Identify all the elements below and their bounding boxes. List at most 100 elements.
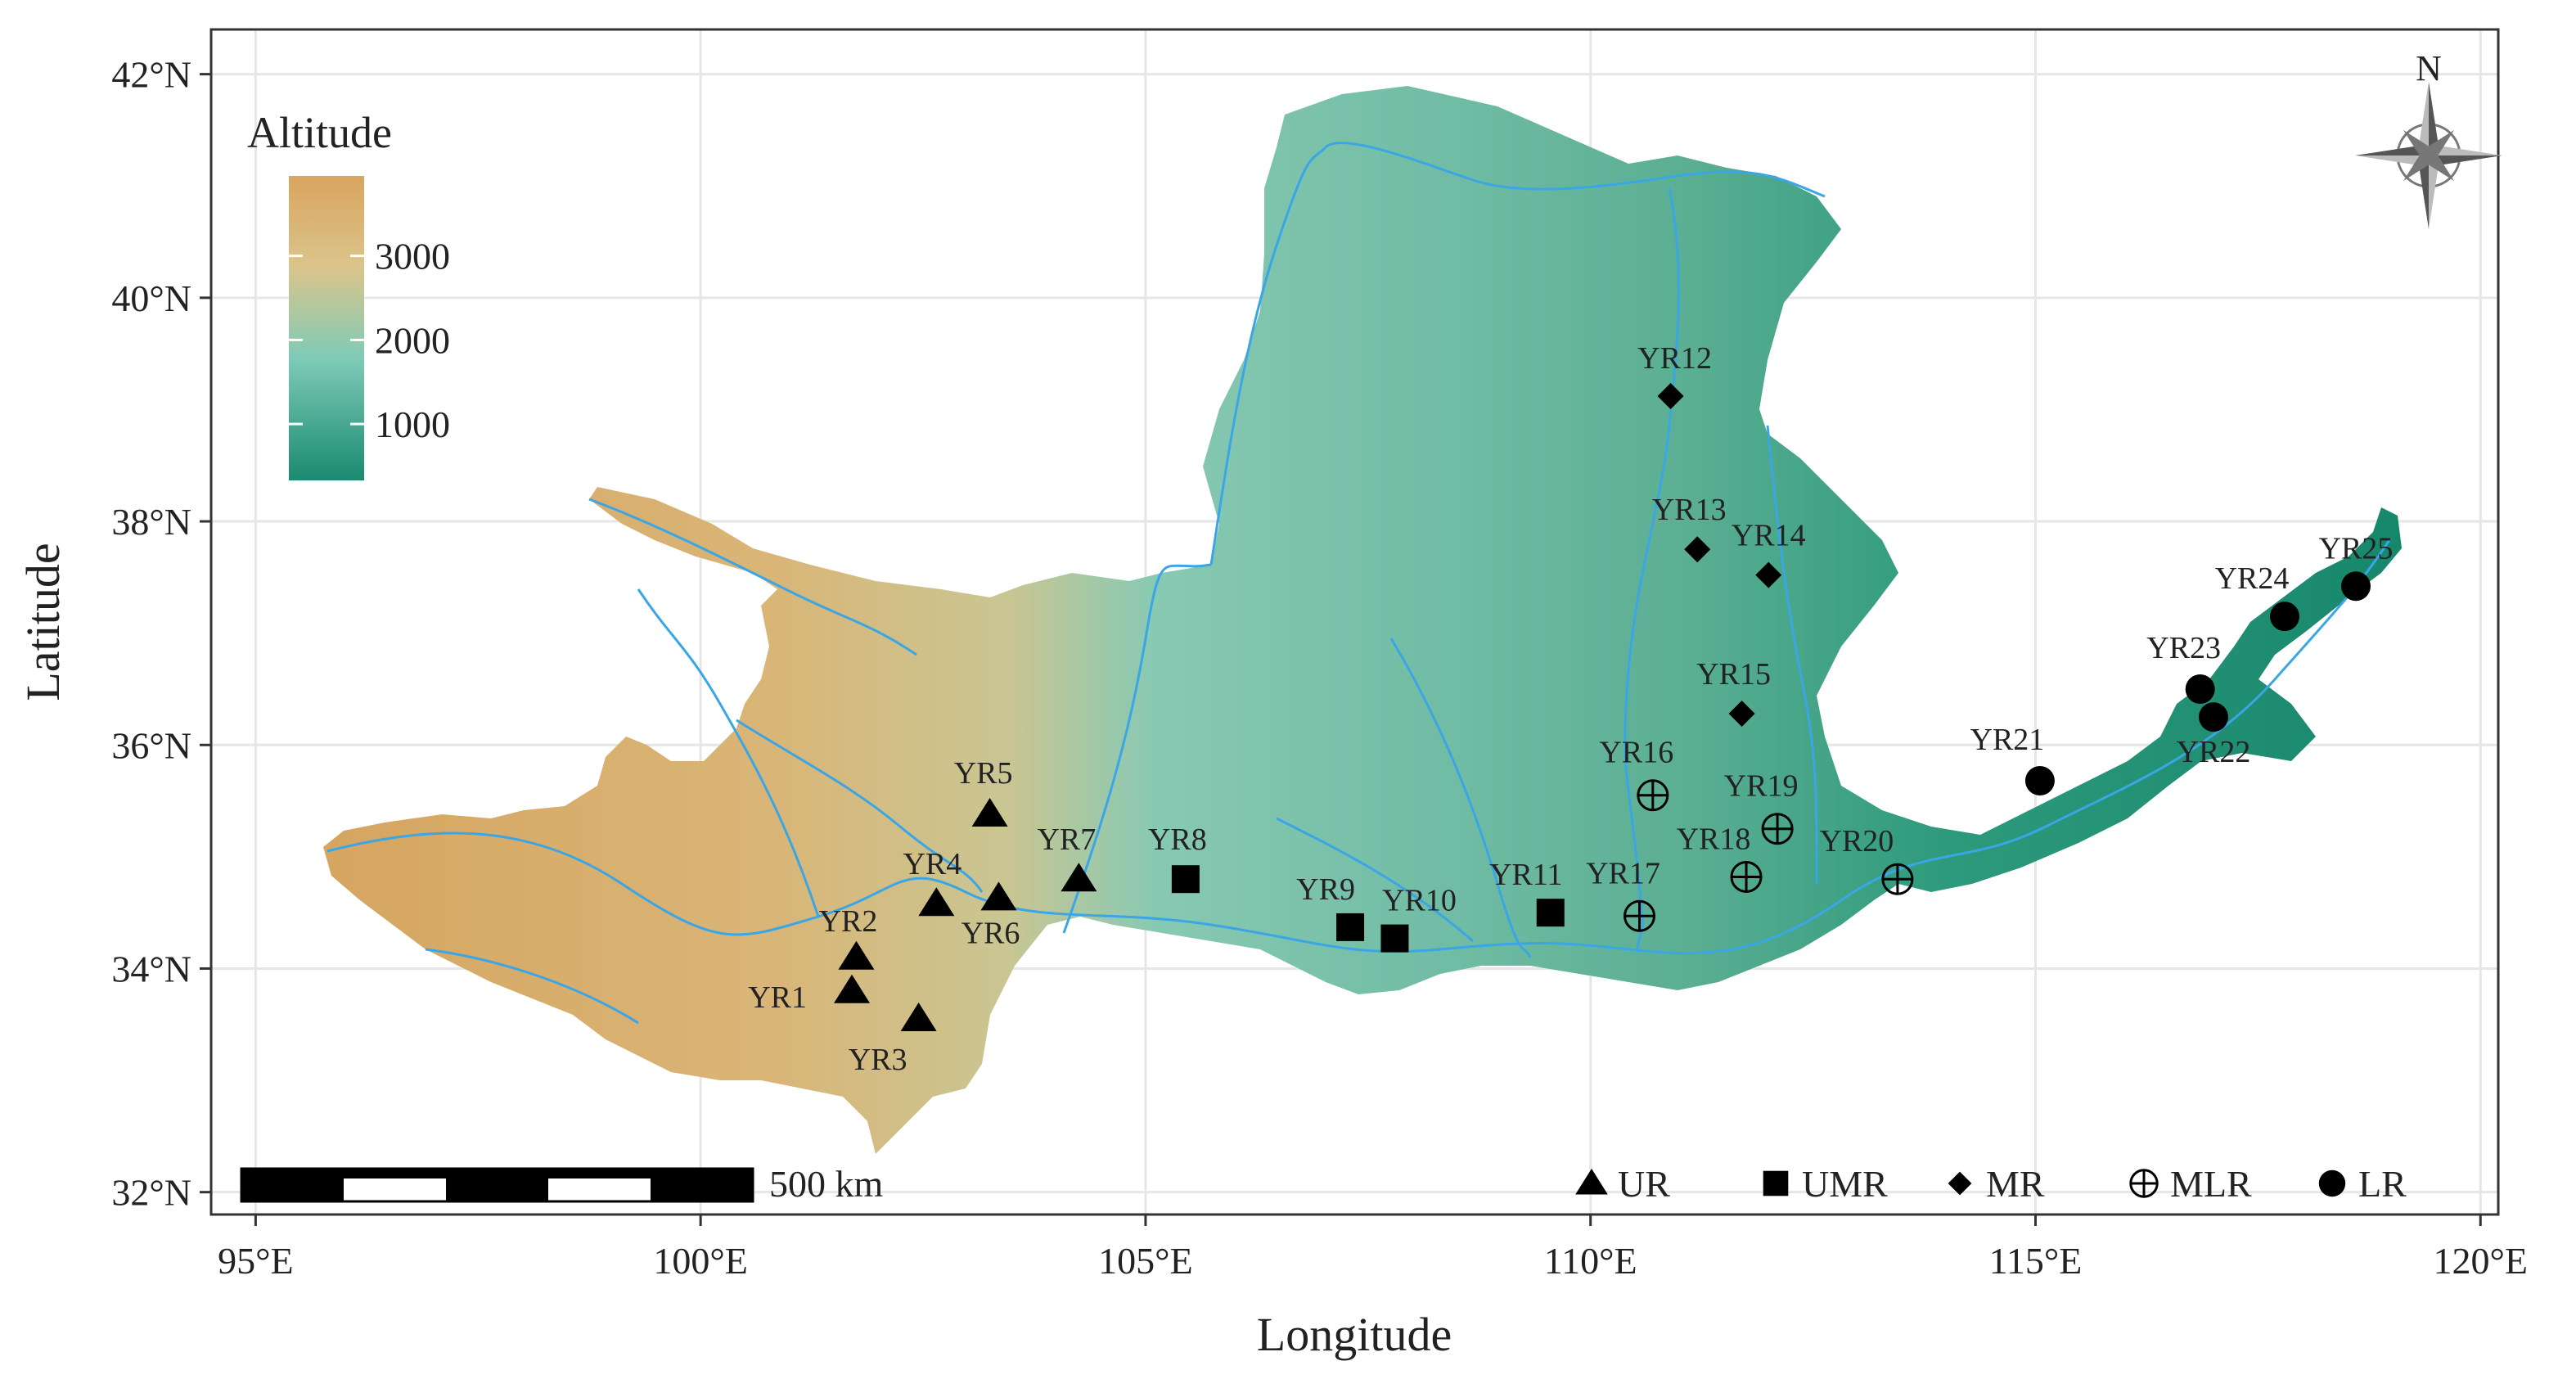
scale-bar-segment: [344, 1169, 446, 1178]
site-label: YR11: [1489, 858, 1562, 892]
sample-site-yr16: YR16: [1599, 736, 1673, 812]
x-tick-label: 95°E: [218, 1240, 294, 1282]
basin-area: [323, 86, 2402, 1154]
sample-site-yr22: YR22: [2177, 702, 2251, 769]
colorbar-label: 1000: [375, 403, 450, 445]
sample-site-yr18: YR18: [1677, 822, 1763, 893]
tributary: [1624, 187, 1681, 950]
compass-point: [2355, 146, 2429, 155]
axes: 95°E 100°E 105°E 110°E 115°E 120°E 32°N 34°N 36°…: [111, 54, 2528, 1282]
site-marker-mlr-icon: [1730, 860, 1763, 893]
sample-site-yr25: YR25: [2319, 531, 2393, 602]
sample-site-yr19: YR19: [1724, 769, 1799, 845]
scale-bar: 500 km: [240, 1163, 884, 1205]
site-marker-umr-icon: [1336, 913, 1365, 941]
site-marker-lr-icon: [2269, 602, 2299, 632]
compass-point: [2403, 129, 2455, 182]
compass-point: [2419, 82, 2429, 155]
site-label: YR1: [748, 980, 807, 1015]
site-marker-mlr-icon: [1881, 863, 1914, 895]
compass-point: [2429, 155, 2502, 165]
sample-site-yr5: YR5: [954, 756, 1013, 827]
site-label: YR2: [819, 904, 878, 939]
site-category-legend: UR UMR MR MLR LR: [1575, 1163, 2407, 1205]
site-marker-mlr-icon: [1761, 813, 1794, 845]
compass-point: [2419, 155, 2429, 229]
scale-bar-segment: [651, 1169, 753, 1201]
sample-site-yr20: YR20: [1820, 824, 1914, 895]
y-tick-label: 34°N: [111, 948, 191, 989]
site-label: YR17: [1586, 856, 1660, 890]
sample-site-yr6: YR6: [961, 881, 1020, 950]
site-marker-mr-icon: [1657, 383, 1684, 410]
sample-site-yr7: YR7: [1037, 822, 1097, 892]
site-marker-mlr-icon: [1637, 779, 1669, 812]
altitude-legend: Altitude 3000 2000 1000: [247, 108, 450, 480]
site-marker-ur-icon: [838, 940, 875, 970]
site-label: YR21: [1970, 723, 2045, 757]
legend-label-mlr: MLR: [2170, 1163, 2252, 1205]
sample-site-yr21: YR21: [1970, 723, 2055, 795]
sample-site-yr2: YR2: [819, 904, 878, 970]
sample-site-yr4: YR4: [903, 847, 961, 917]
altitude-legend-title: Altitude: [247, 108, 392, 157]
site-marker-umr-icon: [1536, 899, 1565, 927]
scale-bar-segment: [446, 1169, 548, 1201]
site-marker-umr-icon: [1380, 924, 1409, 953]
sample-site-yr10: YR10: [1380, 884, 1457, 953]
site-label: YR9: [1296, 872, 1355, 907]
compass-point: [2429, 155, 2439, 229]
sample-site-yr24: YR24: [2215, 561, 2299, 632]
sample-site-yr13: YR13: [1652, 493, 1727, 563]
compass-point: [2429, 146, 2502, 155]
legend-label-lr: LR: [2358, 1163, 2407, 1205]
colorbar-label: 3000: [375, 236, 450, 277]
tributary: [1766, 425, 1818, 885]
sample-site-yr23: YR23: [2146, 631, 2221, 704]
altitude-colorbar: [289, 176, 364, 480]
site-label: YR19: [1724, 769, 1799, 804]
site-marker-lr-icon: [2340, 571, 2371, 602]
tributary: [637, 588, 820, 917]
legend-marker-mlr-icon: [2129, 1169, 2159, 1198]
sample-site-yr17: YR17: [1586, 856, 1660, 932]
legend-marker-mr-icon: [1948, 1171, 1972, 1196]
site-marker-ur-icon: [971, 797, 1008, 827]
sample-site-yr8: YR8: [1148, 822, 1207, 894]
site-marker-lr-icon: [2185, 674, 2215, 704]
site-label: YR12: [1637, 341, 1712, 376]
y-tick-label: 40°N: [111, 277, 191, 319]
scale-bar-label: 500 km: [769, 1163, 884, 1205]
basin-polygon: [323, 86, 2402, 1154]
sample-sites: YR1 YR2 YR3 YR4 YR5 YR6 YR7 YR8 YR9 YR10 YR11 YR12 Y…: [748, 341, 2393, 1077]
legend-label-ur: UR: [1618, 1163, 1670, 1205]
legend-marker-ur-icon: [1575, 1169, 1608, 1195]
site-marker-umr-icon: [1171, 865, 1200, 894]
y-tick-label: 36°N: [111, 724, 191, 766]
sample-site-yr3: YR3: [849, 1002, 937, 1077]
plot-border: [209, 28, 2500, 1216]
site-label: YR16: [1599, 736, 1673, 770]
site-label: YR22: [2177, 735, 2251, 769]
tributary: [1209, 142, 1826, 566]
x-tick-label: 100°E: [653, 1240, 748, 1282]
x-tick-label: 105°E: [1098, 1240, 1193, 1282]
site-label: YR18: [1677, 822, 1751, 856]
colorbar-label: 2000: [375, 319, 450, 361]
tributary: [1276, 817, 1474, 943]
scale-bar-segment: [241, 1169, 344, 1201]
x-tick-label: 120°E: [2433, 1240, 2528, 1282]
site-label: YR15: [1696, 657, 1771, 692]
site-marker-ur-icon: [900, 1002, 937, 1031]
x-tick-label: 115°E: [1989, 1240, 2083, 1282]
x-tick-label: 110°E: [1544, 1240, 1637, 1282]
site-marker-mr-icon: [1728, 701, 1755, 728]
site-marker-lr-icon: [2198, 702, 2228, 732]
site-marker-mr-icon: [1684, 536, 1711, 563]
north-arrow-label: N: [2416, 48, 2442, 88]
site-label: YR13: [1652, 493, 1727, 527]
main-stem-river: [327, 539, 2391, 955]
site-marker-ur-icon: [918, 887, 955, 917]
sample-site-yr12: YR12: [1637, 341, 1712, 410]
